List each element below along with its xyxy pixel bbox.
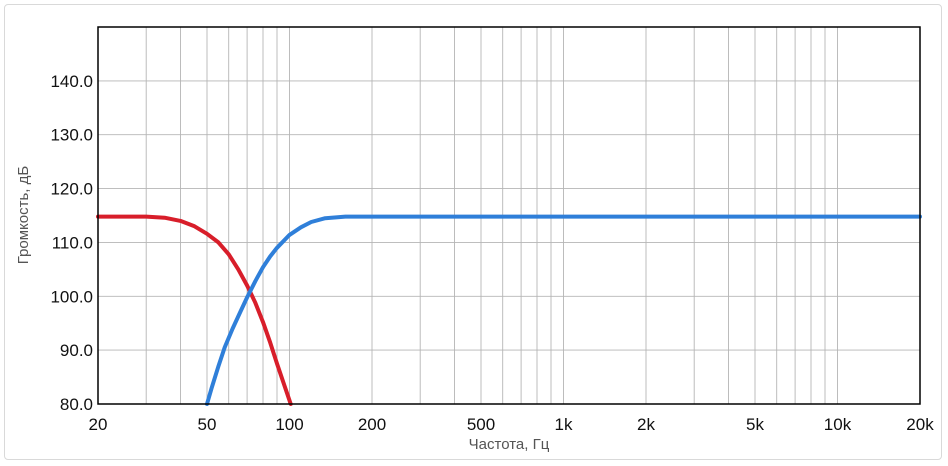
y-tick-label: 130.0 xyxy=(50,126,93,145)
x-tick-label: 10k xyxy=(824,415,852,434)
y-tick-label: 80.0 xyxy=(60,395,93,414)
x-tick-label: 2k xyxy=(637,415,655,434)
x-tick-label: 200 xyxy=(358,415,386,434)
plot-border xyxy=(97,26,921,405)
x-tick-label: 5k xyxy=(746,415,764,434)
x-tick-label: 20k xyxy=(906,415,934,434)
y-tick-label: 90.0 xyxy=(60,341,93,360)
x-tick-label: 500 xyxy=(467,415,495,434)
x-tick-label: 100 xyxy=(275,415,303,434)
y-tick-label: 110.0 xyxy=(52,233,93,252)
y-axis-label: Громкость, дБ xyxy=(15,166,32,265)
x-tick-label: 50 xyxy=(198,415,217,434)
y-tick-labels: 80.0 90.0 100.0 110.0 120.0 130.0 140.0 xyxy=(50,72,93,414)
series-group xyxy=(96,214,922,406)
y-tick-label: 100.0 xyxy=(50,287,93,306)
series-line-1 xyxy=(96,214,293,406)
x-tick-label: 1k xyxy=(555,415,573,434)
series-line-2 xyxy=(205,214,922,406)
x-axis-label: Частота, Гц xyxy=(469,436,550,453)
x-tick-labels: 20 50 100 200 500 1k 2k 5k 10k 20k xyxy=(89,415,935,434)
y-tick-label: 140.0 xyxy=(50,72,93,91)
x-tick-label: 20 xyxy=(89,415,108,434)
y-tick-label: 120.0 xyxy=(50,180,93,199)
